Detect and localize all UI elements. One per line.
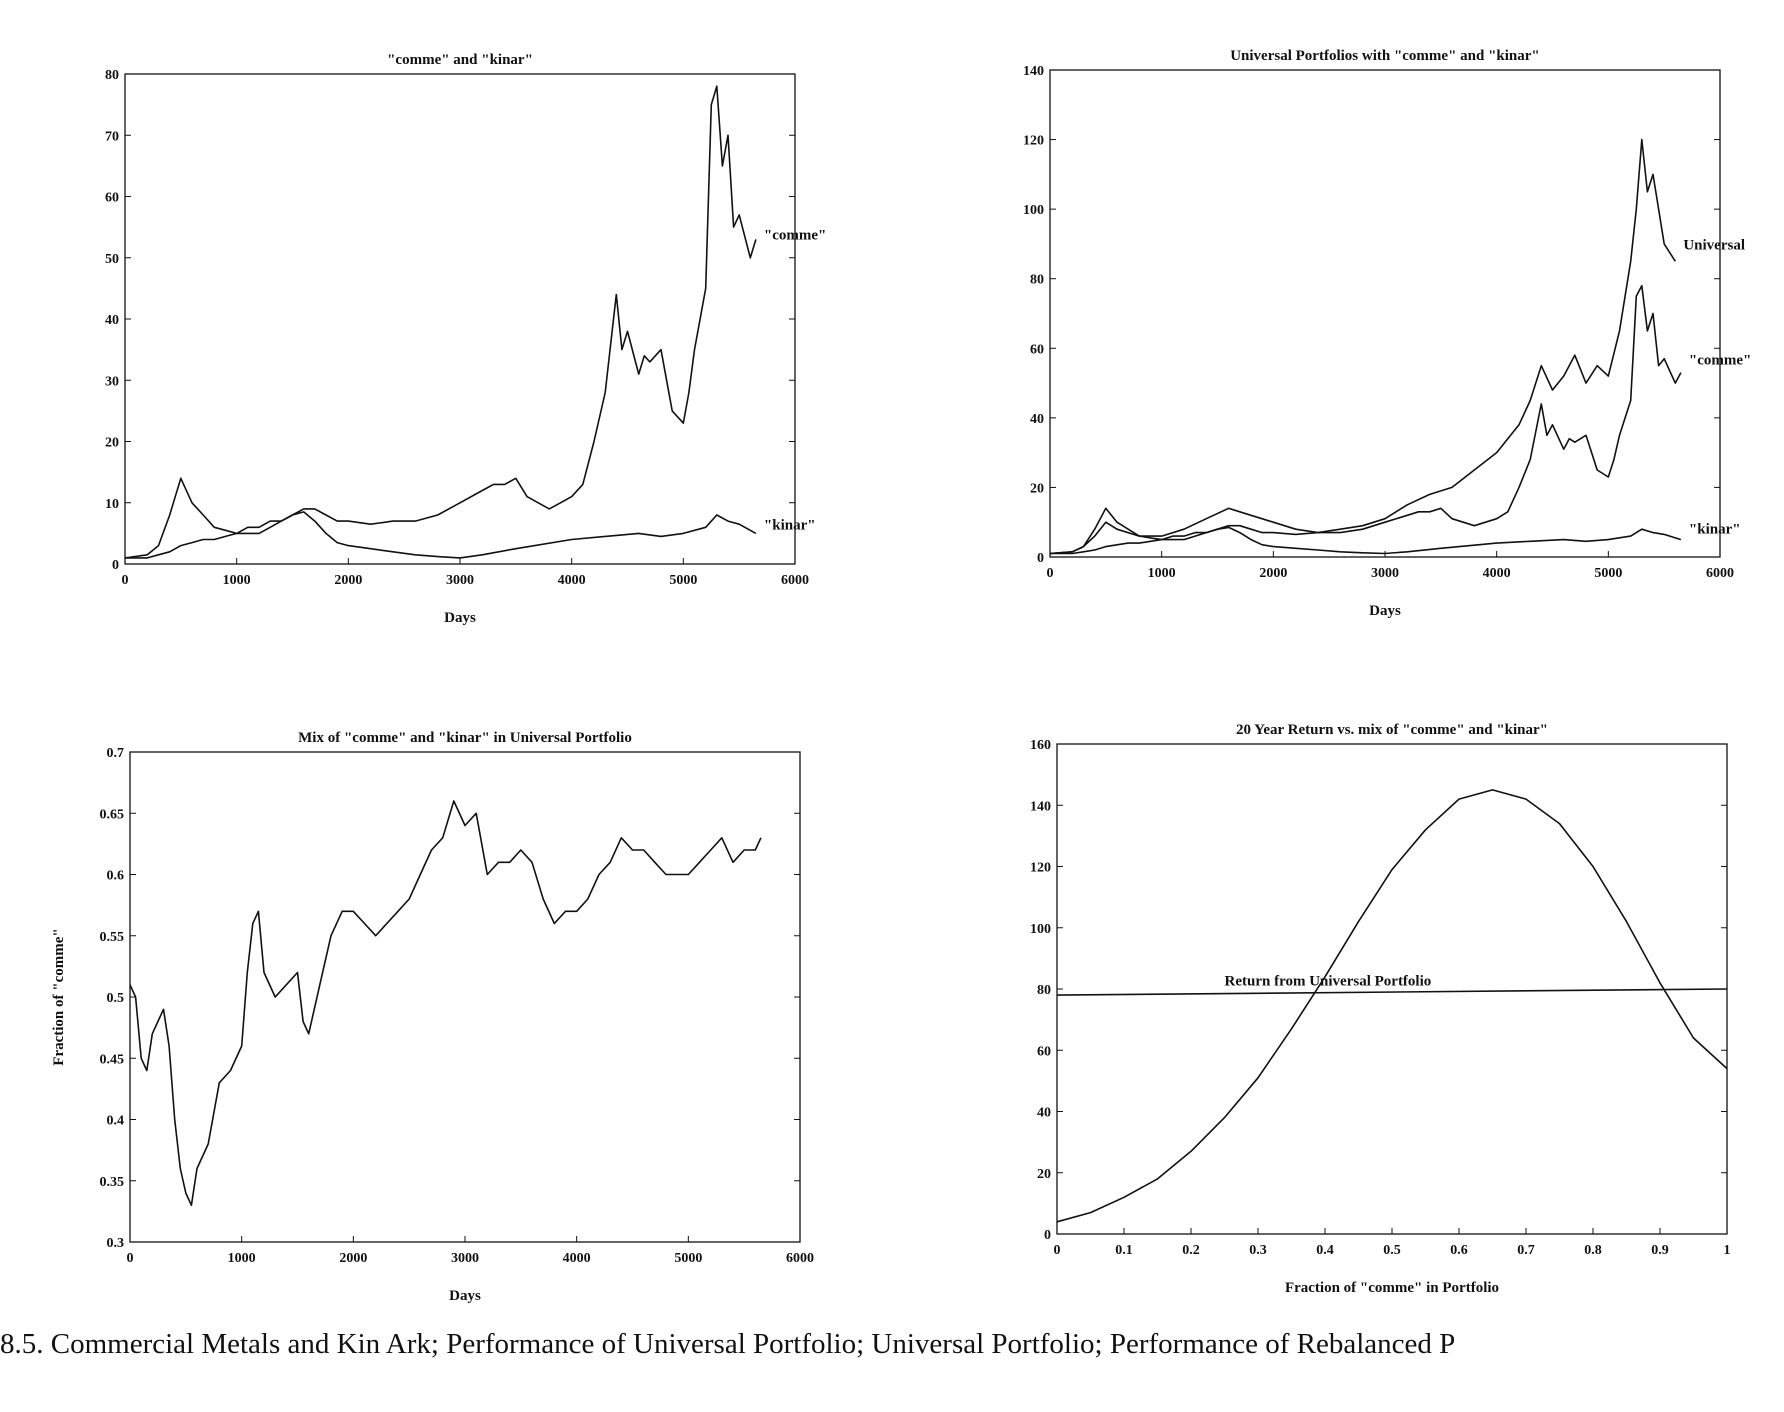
chart-title: 20 Year Return vs. mix of "comme" and "k… — [1236, 722, 1548, 738]
y-tick-label: 40 — [1030, 412, 1044, 427]
y-tick-label: 0 — [1044, 1228, 1051, 1243]
x-tick-label: 5000 — [669, 573, 697, 588]
y-tick-label: 140 — [1030, 799, 1051, 814]
chart-universal-portfolios: Universal Portfolios with "comme" and "k… — [1023, 48, 1751, 619]
series-annotation: "kinar" — [1689, 522, 1741, 538]
x-axis-label: Days — [444, 610, 476, 626]
x-tick-label: 0.2 — [1182, 1243, 1200, 1258]
y-tick-label: 140 — [1023, 64, 1044, 79]
x-tick-label: 0 — [122, 573, 129, 588]
x-tick-label: 2000 — [334, 573, 362, 588]
x-tick-label: 6000 — [786, 1251, 814, 1266]
series-line-series-0 — [1056, 789, 1728, 1223]
series-line-comme — [125, 85, 757, 559]
y-tick-label: 40 — [105, 313, 119, 328]
x-tick-label: 1 — [1724, 1243, 1731, 1258]
y-tick-label: 60 — [1030, 342, 1044, 357]
y-tick-label: 20 — [1037, 1167, 1051, 1182]
y-tick-label: 0.55 — [100, 930, 125, 945]
x-tick-label: 0 — [1047, 566, 1054, 581]
x-tick-label: 0.9 — [1651, 1243, 1669, 1258]
x-tick-label: 0.7 — [1517, 1243, 1535, 1258]
x-axis-label: Days — [449, 1288, 481, 1304]
x-tick-label: 0.1 — [1115, 1243, 1133, 1258]
x-tick-label: 0.6 — [1450, 1243, 1468, 1258]
chart-20-year-return: 20 Year Return vs. mix of "comme" and "k… — [1030, 722, 1731, 1296]
series-line-universal — [1049, 138, 1676, 555]
series-annotation: "comme" — [764, 227, 826, 243]
y-tick-label: 0.6 — [107, 869, 125, 884]
x-tick-label: 0.5 — [1383, 1243, 1401, 1258]
y-axis-label: Fraction of "comme" — [51, 928, 67, 1065]
series-annotation: Universal — [1683, 237, 1745, 253]
y-tick-label: 0.5 — [107, 991, 125, 1006]
x-tick-label: 1000 — [228, 1251, 256, 1266]
y-tick-label: 40 — [1037, 1106, 1051, 1121]
plot-frame — [124, 73, 796, 565]
x-axis-label: Days — [1369, 603, 1401, 619]
y-tick-label: 50 — [105, 252, 119, 267]
series-annotation: "kinar" — [764, 517, 816, 533]
chart-title: Mix of "comme" and "kinar" in Universal … — [298, 730, 632, 746]
y-tick-label: 80 — [1037, 983, 1051, 998]
series-line-series-1 — [1056, 988, 1728, 996]
y-tick-label: 0.45 — [100, 1052, 125, 1067]
y-tick-label: 120 — [1023, 134, 1044, 149]
chart-title: Universal Portfolios with "comme" and "k… — [1230, 48, 1540, 64]
y-tick-label: 0.65 — [100, 807, 125, 822]
x-tick-label: 3000 — [451, 1251, 479, 1266]
y-tick-label: 0 — [112, 558, 119, 573]
x-axis-label: Fraction of "comme" in Portfolio — [1285, 1280, 1499, 1296]
series-line-kinar — [124, 477, 757, 559]
x-tick-label: 1000 — [1148, 566, 1176, 581]
x-tick-label: 0 — [1054, 1243, 1061, 1258]
x-tick-label: 5000 — [674, 1251, 702, 1266]
y-tick-label: 100 — [1030, 922, 1051, 937]
x-tick-label: 4000 — [563, 1251, 591, 1266]
x-tick-label: 3000 — [446, 573, 474, 588]
y-tick-label: 60 — [105, 191, 119, 206]
chart-title: "comme" and "kinar" — [387, 52, 533, 68]
y-tick-label: 0.7 — [107, 746, 125, 761]
chart-mix-universal-portfolio: Mix of "comme" and "kinar" in Universal … — [51, 730, 814, 1304]
plot-frame — [1049, 69, 1721, 558]
x-tick-label: 1000 — [223, 573, 251, 588]
x-tick-label: 0.3 — [1249, 1243, 1267, 1258]
y-tick-label: 30 — [105, 374, 119, 389]
x-tick-label: 0.8 — [1584, 1243, 1602, 1258]
chart-comme-kinar: "comme" and "kinar" 0 1000 2000 3000 4000 5000… — [105, 52, 826, 626]
y-tick-label: 100 — [1023, 203, 1044, 218]
y-tick-label: 20 — [105, 436, 119, 451]
y-tick-label: 80 — [105, 68, 119, 83]
y-tick-label: 60 — [1037, 1044, 1051, 1059]
y-tick-label: 20 — [1030, 481, 1044, 496]
series-annotation: "comme" — [1689, 353, 1751, 369]
y-tick-label: 80 — [1030, 273, 1044, 288]
x-tick-label: 5000 — [1594, 566, 1622, 581]
y-tick-label: 70 — [105, 129, 119, 144]
x-tick-label: 3000 — [1371, 566, 1399, 581]
figure-caption: 8.5. Commercial Metals and Kin Ark; Perf… — [0, 1328, 1456, 1360]
series-line-kinar — [1049, 507, 1682, 555]
x-tick-label: 2000 — [339, 1251, 367, 1266]
y-tick-label: 0.4 — [107, 1114, 125, 1129]
y-tick-label: 10 — [105, 497, 119, 512]
series-line-comme — [1050, 284, 1682, 555]
y-tick-label: 0.35 — [100, 1175, 125, 1190]
x-tick-label: 6000 — [781, 573, 809, 588]
y-tick-label: 0 — [1037, 551, 1044, 566]
y-tick-label: 0.3 — [107, 1236, 125, 1251]
series-annotation: Return from Universal Portfolio — [1225, 974, 1432, 990]
x-tick-label: 6000 — [1706, 566, 1734, 581]
x-tick-label: 0 — [127, 1251, 134, 1266]
x-tick-label: 2000 — [1259, 566, 1287, 581]
y-tick-label: 160 — [1030, 738, 1051, 753]
series-line-series-0 — [129, 800, 762, 1207]
x-tick-label: 4000 — [558, 573, 586, 588]
y-tick-label: 120 — [1030, 861, 1051, 876]
x-tick-label: 0.4 — [1316, 1243, 1334, 1258]
x-tick-label: 4000 — [1483, 566, 1511, 581]
